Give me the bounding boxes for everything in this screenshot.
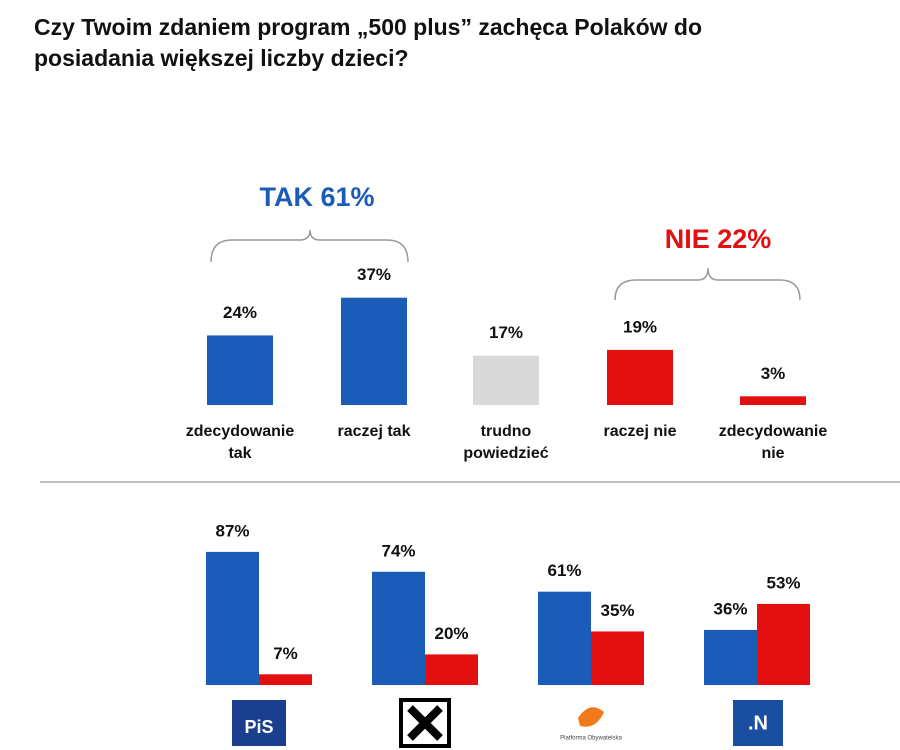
bar — [259, 674, 312, 685]
bar — [607, 349, 673, 405]
annotation: NIE 22% — [665, 224, 772, 254]
logo-box — [232, 700, 286, 746]
value-label: 7% — [273, 644, 298, 663]
bar — [206, 551, 259, 685]
annotation: TAK 61% — [259, 182, 374, 212]
value-label: 35% — [600, 601, 634, 620]
category-label: raczej nie — [603, 423, 677, 440]
value-label: 3% — [761, 364, 786, 383]
logo-box — [399, 698, 451, 748]
bar — [341, 297, 407, 405]
value-label: 37% — [357, 265, 391, 284]
value-label: 36% — [713, 599, 747, 618]
logo-text: PiS — [244, 717, 273, 737]
bar — [591, 631, 644, 685]
bar — [740, 396, 806, 405]
bar — [538, 591, 591, 685]
value-label: 74% — [381, 541, 415, 560]
logo: .N — [733, 700, 783, 746]
bar — [425, 654, 478, 685]
logo-x — [407, 705, 443, 741]
bar — [757, 603, 810, 685]
bracket — [210, 229, 409, 263]
bar — [704, 629, 757, 685]
logo-shape — [578, 707, 604, 727]
value-label: 53% — [766, 573, 800, 592]
chart-title: Czy Twoim zdaniem program „500 plus” zac… — [34, 14, 703, 71]
logo-box — [733, 700, 783, 746]
logo: PiS — [232, 700, 286, 746]
value-label: 24% — [223, 303, 257, 322]
value-label: 19% — [623, 317, 657, 336]
value-label: 61% — [547, 561, 581, 580]
bar — [473, 355, 539, 405]
value-label: 20% — [434, 624, 468, 643]
bar — [372, 571, 425, 685]
logo-text: .N — [748, 712, 768, 734]
logo-text: Platforma Obywatelska — [560, 736, 622, 742]
value-label: 17% — [489, 323, 523, 342]
category-label: zdecydowanie nie — [718, 423, 828, 462]
category-label: trudno powiedzieć — [463, 423, 549, 462]
bracket — [614, 267, 801, 301]
bar — [207, 335, 273, 405]
category-label: raczej tak — [337, 423, 411, 440]
category-label: zdecydowanie tak — [185, 423, 295, 462]
logo — [399, 698, 451, 748]
value-label: 87% — [215, 521, 249, 540]
logo: Platforma Obywatelska — [560, 707, 623, 742]
